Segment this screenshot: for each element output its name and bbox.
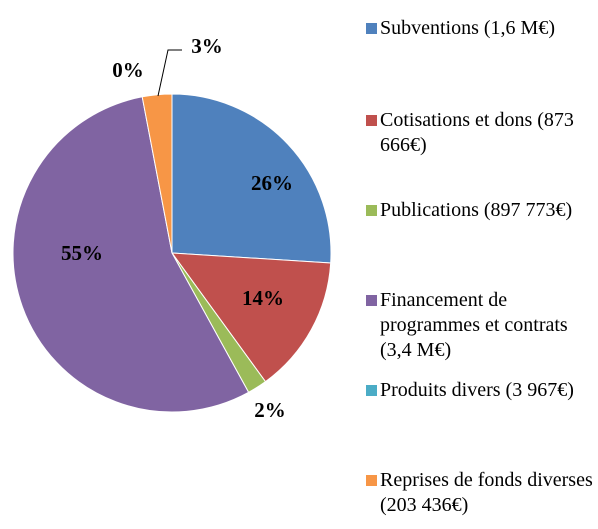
legend-label: Cotisations et dons (873 666€) — [380, 109, 574, 156]
pie-slice — [12, 96, 250, 413]
legend-entry: Produits divers (3 967€) — [366, 378, 594, 403]
data-label: 26% — [251, 171, 293, 195]
legend-entry: Cotisations et dons (873 666€) — [366, 108, 594, 158]
data-label: 14% — [242, 286, 284, 310]
data-label: 55% — [61, 241, 103, 265]
legend-swatch — [366, 23, 377, 34]
legend-entry: Subventions (1,6 M€) — [366, 16, 594, 41]
legend-entry: Publications (897 773€) — [366, 198, 594, 223]
legend-swatch — [366, 385, 377, 396]
legend-swatch — [366, 205, 377, 216]
legend-swatch — [366, 475, 377, 486]
pie-slice — [171, 93, 332, 264]
pie-slice — [141, 93, 173, 254]
legend-entry: Reprises de fonds diverses (203 436€) — [366, 468, 594, 518]
legend-label: Financement de programmes et contrats (3… — [380, 289, 568, 361]
legend-label: Subventions (1,6 M€) — [380, 17, 555, 39]
legend-label: Reprises de fonds diverses (203 436€) — [380, 469, 593, 516]
legend-swatch — [366, 115, 377, 126]
leader-line — [157, 49, 182, 97]
legend-label: Publications (897 773€) — [380, 199, 573, 221]
data-label: 3% — [191, 34, 223, 58]
legend-label: Produits divers (3 967€) — [380, 379, 574, 401]
pie-slice — [170, 252, 332, 383]
data-label: 0% — [112, 58, 144, 82]
legend-entry: Financement de programmes et contrats (3… — [366, 288, 594, 363]
legend-swatch — [366, 295, 377, 306]
data-label: 2% — [254, 398, 286, 422]
